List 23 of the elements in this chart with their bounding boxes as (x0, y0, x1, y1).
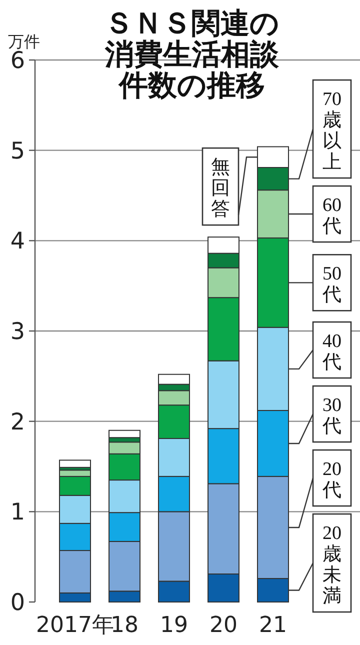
y-tick-label: 3 (10, 319, 25, 345)
y-tick-label: 5 (10, 138, 25, 164)
y-tick-label: 6 (10, 48, 25, 74)
x-tick-label: 20 (210, 613, 238, 638)
series-label: 70歳以上 (322, 89, 342, 174)
y-tick-label: 0 (10, 590, 25, 616)
y-tick-label: 4 (10, 228, 25, 255)
y-tick-label: 2 (10, 409, 25, 436)
series-label: 無回答 (211, 157, 230, 220)
x-tick-label: 19 (160, 613, 188, 638)
x-tick-label: 21 (259, 613, 287, 638)
x-tick-label: 2017年 (36, 613, 114, 638)
series-label: 20代 (322, 459, 342, 501)
bar (108, 430, 140, 438)
y-axis-title: 万件 (8, 32, 40, 51)
legend-label: 30代 (322, 395, 342, 437)
bar (59, 460, 91, 468)
y-tick-label: 1 (10, 500, 25, 526)
legend-label: 60代 (322, 195, 342, 238)
legend-label: 20歳未満 (322, 523, 342, 607)
chart-title: ＳＮＳ関連の消費生活相談件数の推移 (104, 6, 280, 102)
legend-label: 50代 (322, 264, 342, 306)
legend-label: 40代 (322, 331, 342, 373)
